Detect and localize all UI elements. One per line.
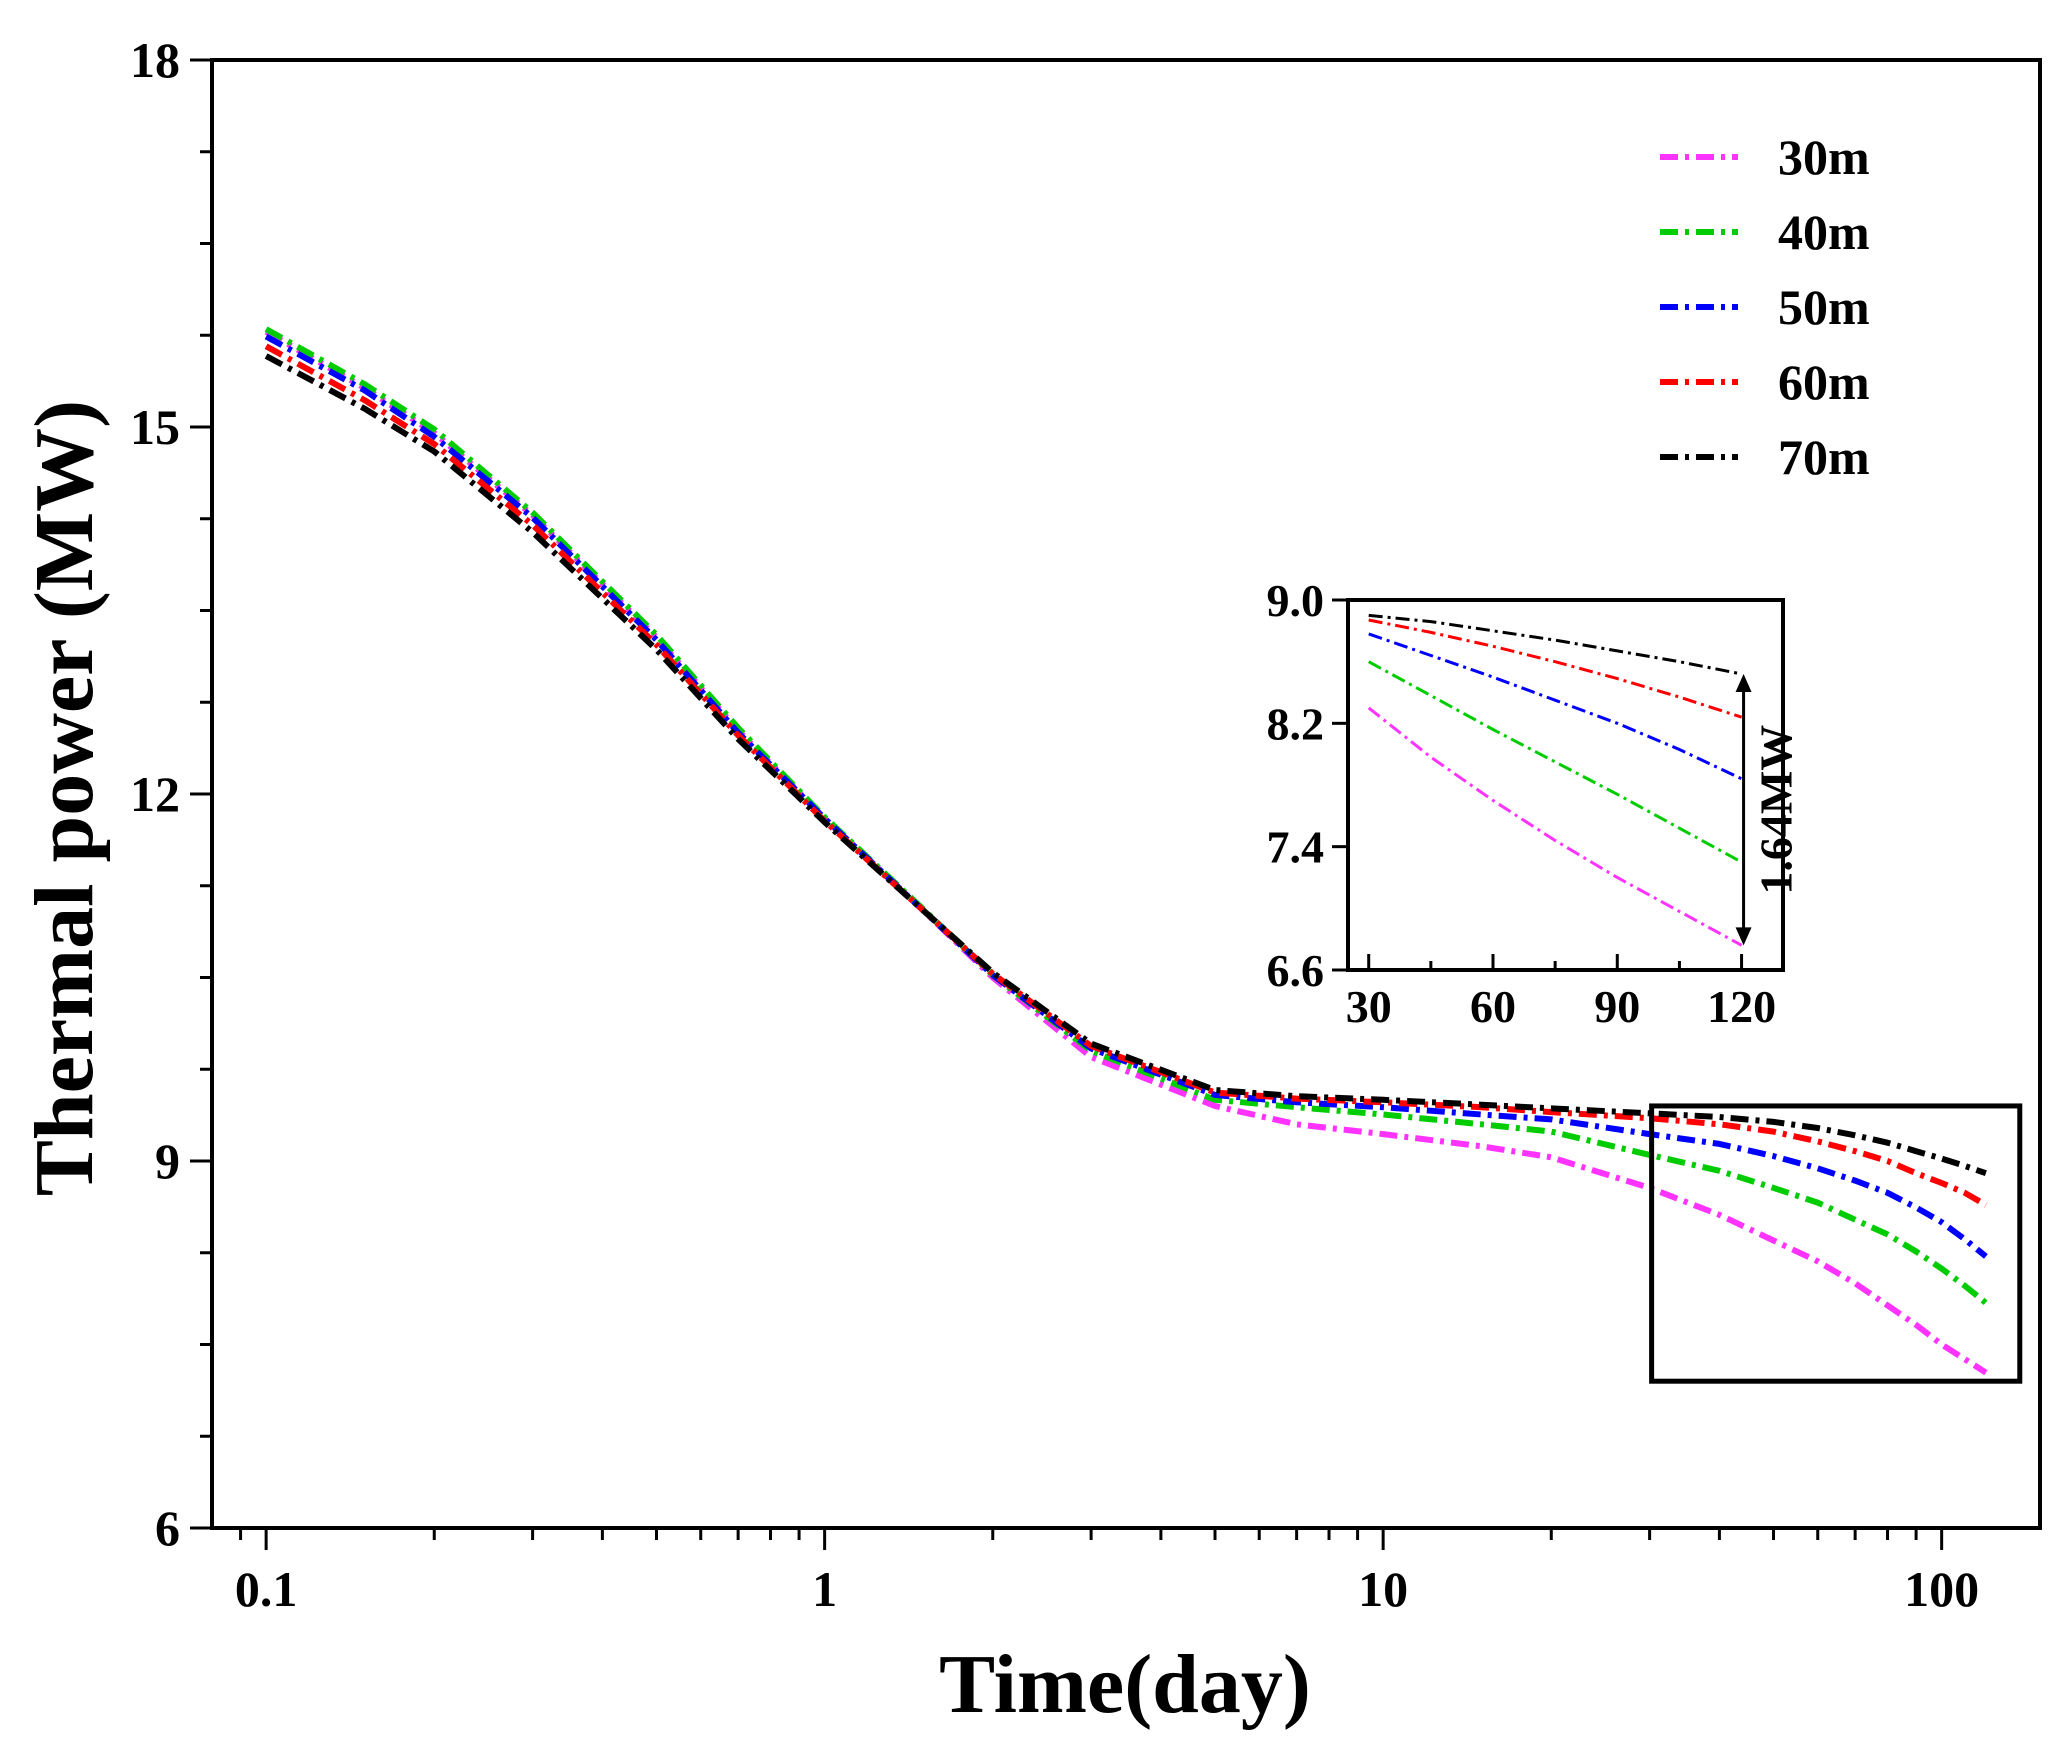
inset-chart: 6.6 7.4 8.2 9.0 30 60 90 120 1.64MW — [1267, 575, 1802, 1032]
y-tick-label: 15 — [130, 399, 180, 455]
inset-series-line-50m — [1368, 632, 1743, 781]
inset-ticks: 6.6 7.4 8.2 9.0 30 60 90 120 — [1267, 575, 1777, 1032]
x-tick-label: 10 — [1358, 1561, 1408, 1617]
inset-series-group — [1367, 613, 1743, 947]
inset-x-tick-label: 120 — [1707, 981, 1776, 1032]
difference-arrow-head-bottom — [1735, 927, 1752, 946]
legend-label-70m: 70m — [1778, 429, 1870, 485]
series-line-60m — [264, 343, 1988, 1208]
main-ticks: 6 9 12 15 18 0.1 1 10 100 — [130, 32, 1979, 1617]
main-series-group — [264, 326, 1988, 1376]
series-line-30m — [264, 328, 1988, 1376]
difference-arrow-head-top — [1735, 674, 1752, 692]
series-line-70m — [264, 353, 1987, 1177]
y-tick-label: 6 — [155, 1500, 180, 1556]
legend-label-40m: 40m — [1778, 204, 1870, 260]
inset-x-tick-label: 90 — [1594, 981, 1640, 1032]
legend-label-30m: 30m — [1778, 129, 1870, 185]
difference-annotation: 1.64MW — [1735, 674, 1802, 946]
inset-x-tick-label: 30 — [1346, 981, 1392, 1032]
y-tick-label: 9 — [155, 1133, 180, 1189]
difference-label: 1.64MW — [1751, 725, 1802, 895]
x-tick-label: 100 — [1904, 1561, 1979, 1617]
y-tick-label: 18 — [130, 32, 180, 88]
inset-y-tick-label: 9.0 — [1267, 575, 1325, 626]
main-chart: 6 9 12 15 18 0.1 1 10 100 Time(day) Thermal powe… — [18, 32, 2042, 1731]
zoom-highlight-box — [1649, 1103, 2023, 1384]
series-line-40m — [264, 326, 1988, 1306]
x-tick-label: 1 — [812, 1561, 837, 1617]
x-axis-title: Time(day) — [939, 1638, 1311, 1731]
y-axis-title: Thermal power (MW) — [18, 400, 111, 1196]
inset-series-line-60m — [1368, 618, 1743, 719]
main-plot-frame — [210, 58, 2042, 1530]
inset-series-line-30m — [1367, 706, 1743, 947]
inset-y-tick-label: 8.2 — [1267, 698, 1325, 749]
inset-plot-frame — [1346, 598, 1785, 972]
y-tick-label: 12 — [130, 766, 180, 822]
series-line-50m — [264, 333, 1988, 1259]
inset-series-line-40m — [1367, 660, 1743, 864]
inset-y-tick-label: 7.4 — [1267, 822, 1325, 873]
inset-y-tick-label: 6.6 — [1267, 945, 1325, 996]
legend-label-50m: 50m — [1778, 279, 1870, 335]
inset-x-tick-label: 60 — [1470, 981, 1516, 1032]
legend-label-60m: 60m — [1778, 354, 1870, 410]
x-tick-label: 0.1 — [235, 1561, 298, 1617]
inset-series-line-70m — [1368, 613, 1742, 676]
legend: 30m 40m 50m 60m 70m — [1660, 129, 1870, 485]
